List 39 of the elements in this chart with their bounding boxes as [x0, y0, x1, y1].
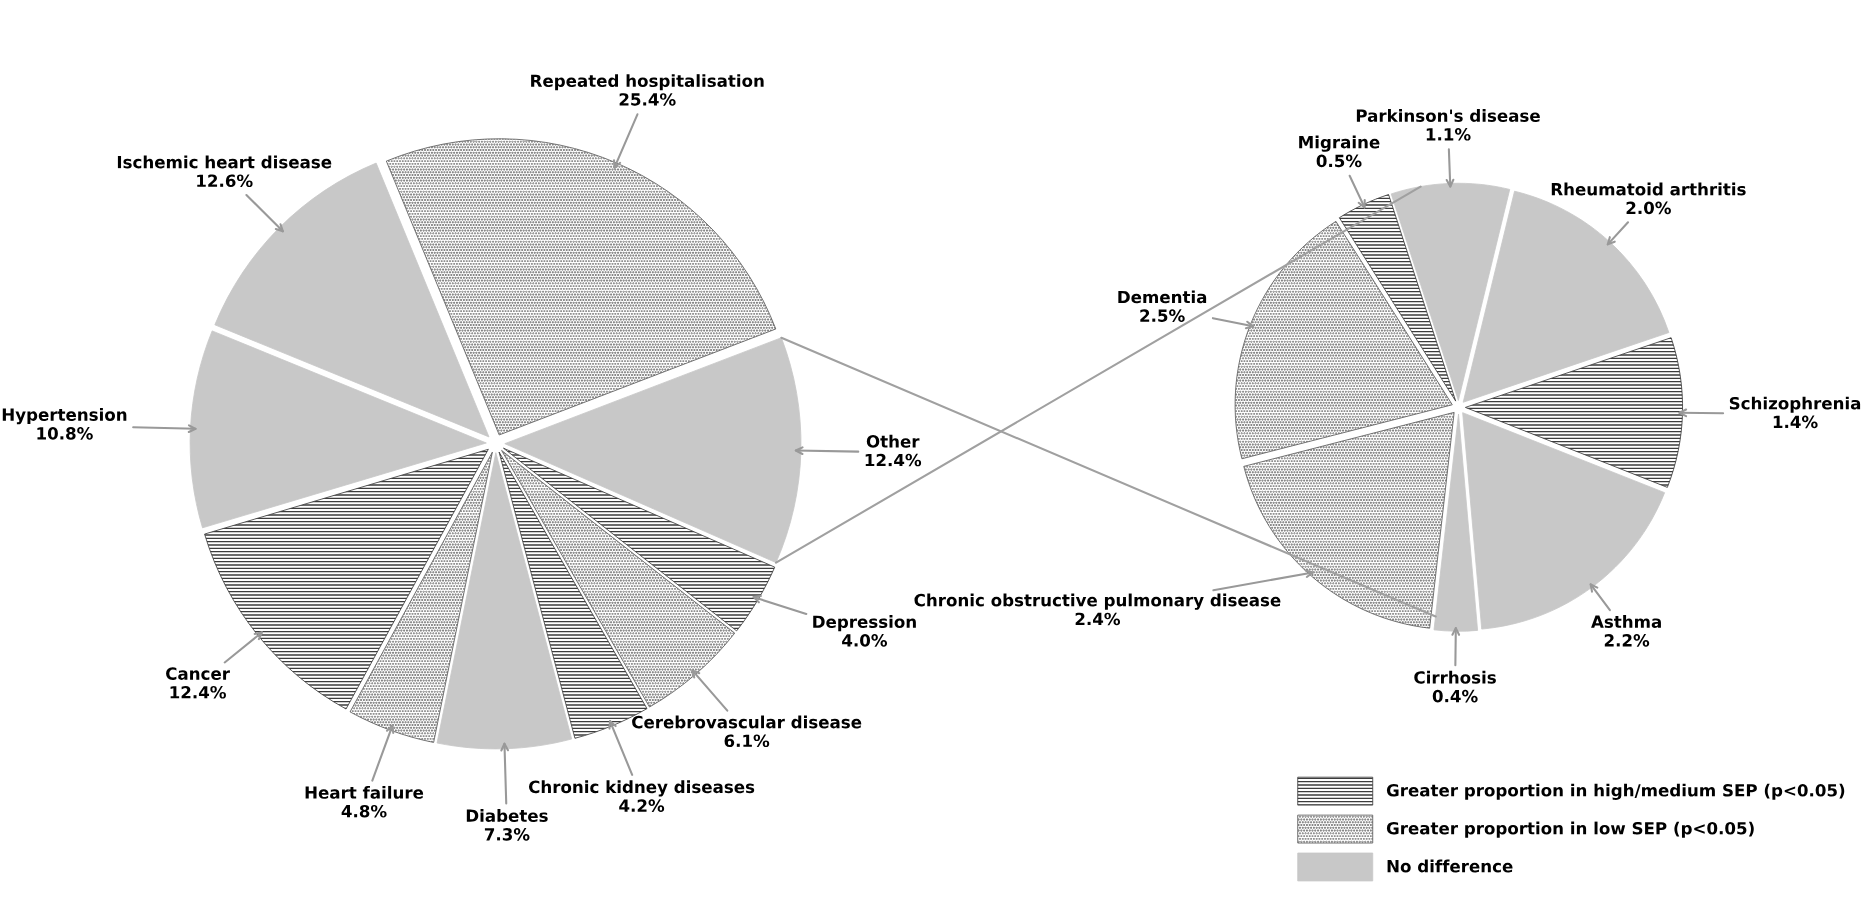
- data-label: 4.0%: [842, 634, 888, 647]
- data-label: 2.5%: [1140, 309, 1185, 322]
- data-label: 7.3%: [484, 828, 530, 841]
- slice-label: Ischemic heart disease: [117, 155, 332, 169]
- slice-label: Chronic obstructive pulmonary disease: [914, 593, 1281, 610]
- slice-label: Schizophrenia: [1729, 396, 1861, 413]
- data-label: 25.4%: [619, 93, 676, 106]
- data-label: 0.5%: [1316, 154, 1362, 168]
- slice-label: Cerebrovascular disease: [632, 715, 862, 729]
- data-label: 1.1%: [1426, 128, 1471, 141]
- data-label: 1.4%: [1773, 415, 1818, 429]
- slice-label: Other: [866, 434, 920, 448]
- slice-label: Migraine: [1299, 135, 1380, 152]
- data-label: 2.0%: [1626, 201, 1671, 215]
- slice-label: Diabetes: [466, 809, 548, 822]
- data-label: 12.4%: [865, 453, 922, 467]
- data-label: 2.2%: [1604, 634, 1650, 647]
- data-label: 2.4%: [1075, 612, 1121, 626]
- slice-label: Rheumatoid arthritis: [1551, 182, 1746, 196]
- data-label: 12.6%: [197, 174, 253, 188]
- data-label: 0.4%: [1432, 689, 1478, 703]
- slice-label: Depression: [813, 615, 916, 632]
- slice-label: Asthma: [1591, 615, 1661, 628]
- data-label: 6.1%: [724, 734, 770, 748]
- category-label: Greater proportion in low SEP (p<0.05): [1386, 821, 1754, 838]
- category-label: Greater proportion in high/medium SEP (p<0.05): [1386, 783, 1845, 800]
- category-label: No difference: [1387, 859, 1513, 873]
- slice-label: Dementia: [1118, 290, 1207, 304]
- slice-label: Heart failure: [305, 785, 424, 799]
- slice-label: Parkinson's disease: [1356, 109, 1540, 122]
- slice-label: Cirrhosis: [1414, 670, 1496, 684]
- slice-label: Hypertension: [2, 407, 127, 425]
- slice-label: Cancer: [166, 667, 230, 680]
- slice-label: Repeated hospitalisation: [531, 74, 764, 91]
- data-label: 4.2%: [619, 799, 665, 812]
- slice-label: Chronic kidney diseases: [528, 780, 755, 797]
- data-label: 4.8%: [341, 804, 387, 818]
- data-label: 12.4%: [170, 685, 226, 699]
- data-label: 10.8%: [37, 427, 93, 440]
